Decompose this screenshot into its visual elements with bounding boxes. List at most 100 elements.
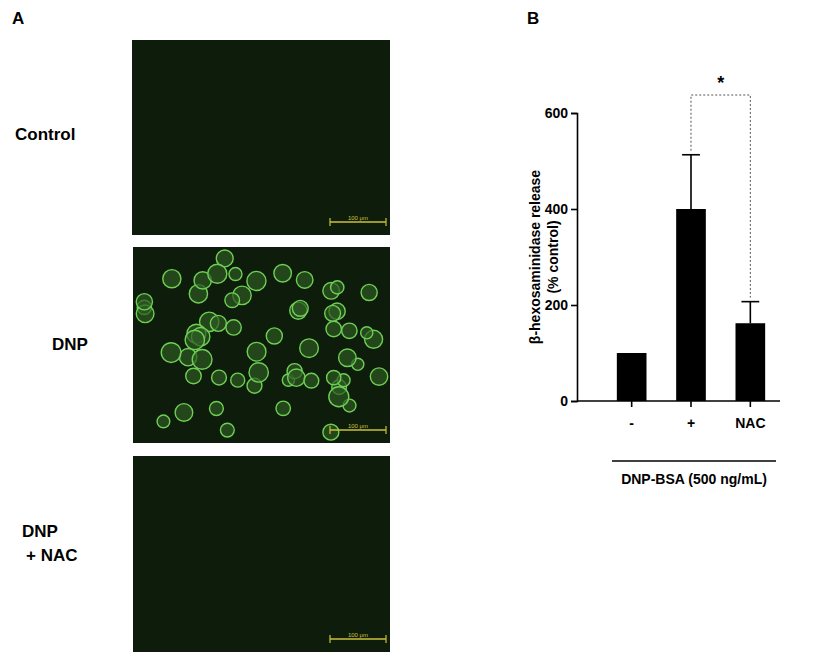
cell [249,363,268,382]
scale-bar-end [385,218,386,226]
cell [186,368,202,384]
cell [327,371,341,385]
cell [163,270,181,288]
cell [231,373,245,387]
y-axis-title-line: β-hexosaminidase release [527,170,543,345]
scale-bar [330,221,386,223]
cell [361,284,377,300]
micrograph: 100 μm [132,40,390,235]
scale-bar [330,429,386,431]
cell [276,401,290,415]
cell [325,305,341,321]
image-label: DNP [22,522,58,541]
x-tick: NAC [735,401,765,431]
y-tick-label: 0 [560,393,568,409]
cell [331,281,344,294]
cell [136,294,152,310]
scale-bar-end [329,218,330,226]
y-tick: 600 [545,105,577,121]
cell [226,320,241,335]
error-bar [741,302,759,324]
cell [192,350,212,370]
y-tick: 400 [545,201,577,217]
micrograph: 100 μm [133,456,390,652]
cell [212,370,227,385]
y-tick: 200 [545,297,577,313]
y-tick-label: 400 [545,201,569,217]
panel-label: A [12,9,24,28]
image-label: + NAC [26,546,77,565]
x-tick: - [629,401,634,431]
cell [225,293,240,308]
cell [274,264,292,282]
cell [229,268,242,281]
cell [288,369,305,386]
scale-bar-label: 100 μm [348,215,368,221]
scale-bar-end [385,426,386,434]
cell [175,404,193,422]
micrograph: 100 μm [133,247,390,443]
x-tick-label: NAC [735,415,765,431]
x-tick-mark [750,401,752,407]
y-axis-title: β-hexosaminidase release(% control) [527,170,561,345]
x-tick-mark [690,401,692,407]
x-group-line [612,460,776,462]
bar [676,209,706,401]
cell [210,315,226,331]
y-axis-title-line: (% control) [545,220,561,293]
cell [220,423,234,437]
error-bar-stem [750,302,752,324]
significance-bracket [691,95,750,298]
bar [617,353,647,401]
y-tick-mark [571,209,577,211]
scale-bar-end [385,635,386,643]
y-tick-mark [571,113,577,115]
cell [361,327,373,339]
x-tick-mark [631,401,633,407]
cell [247,342,266,361]
error-bar [682,155,700,209]
x-tick: + [687,401,695,431]
x-tick-label: - [629,415,634,431]
y-axis-line [571,114,578,402]
cell [304,373,319,388]
image-background [133,247,390,443]
image-background [133,456,390,652]
image-label: DNP [52,335,88,354]
cell [185,330,204,349]
cell [266,328,282,344]
error-bar-cap [682,154,700,156]
y-tick-label: 600 [545,105,569,121]
scale-bar-label: 100 μm [348,632,368,638]
cell [339,349,357,367]
cell [342,323,357,338]
cell [300,339,319,358]
bar [736,323,766,401]
cells [136,250,387,440]
cell [292,300,308,316]
scale-bar-end [329,426,330,434]
error-bar-stem [690,155,692,209]
cell [323,424,339,440]
cell [296,272,313,289]
error-bar-cap [741,301,759,303]
cell [161,343,181,363]
cell [329,387,349,407]
image-background [132,40,390,235]
cell [370,368,387,385]
cell [157,415,170,428]
x-axis-title: DNP-BSA (500 ng/mL) [621,471,767,487]
significance-label: * [717,73,724,93]
cell [326,321,341,336]
y-tick-mark [571,305,577,307]
scale-bar-end [329,635,330,643]
scale-bar-label: 100 μm [348,423,368,429]
image-label: Control [15,125,75,144]
plot-marks [617,155,765,401]
x-axis: - + NAC [577,401,780,431]
panel-label: B [527,9,539,28]
y-tick: 0 [560,393,577,409]
cell [208,264,227,283]
cell [209,402,223,416]
x-tick-label: + [687,415,695,431]
